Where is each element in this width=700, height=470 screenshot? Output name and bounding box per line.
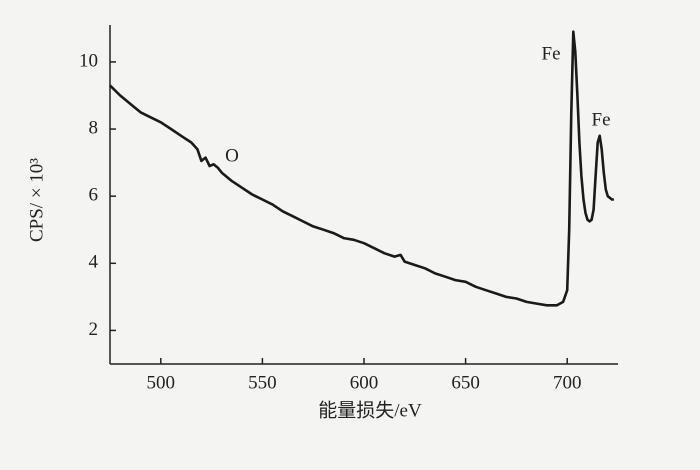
annotation: Fe — [592, 109, 611, 130]
y-tick-label: 4 — [89, 252, 99, 273]
spectrum-line — [109, 30, 614, 307]
annotation: O — [225, 145, 239, 166]
x-tick-label: 500 — [147, 372, 176, 393]
x-tick-label: 700 — [553, 372, 582, 393]
x-tick-label: 550 — [248, 372, 277, 393]
y-tick-label: 8 — [89, 117, 99, 138]
y-tick-label: 2 — [89, 319, 99, 340]
y-tick-label: 6 — [89, 185, 99, 206]
y-tick-label: 10 — [79, 50, 98, 71]
annotation: Fe — [542, 43, 561, 64]
x-axis-label: 能量损失/eV — [318, 399, 422, 421]
x-tick-label: 600 — [350, 372, 379, 393]
y-axis-label: CPS/ × 10³ — [26, 158, 47, 242]
x-tick-label: 650 — [451, 372, 480, 393]
